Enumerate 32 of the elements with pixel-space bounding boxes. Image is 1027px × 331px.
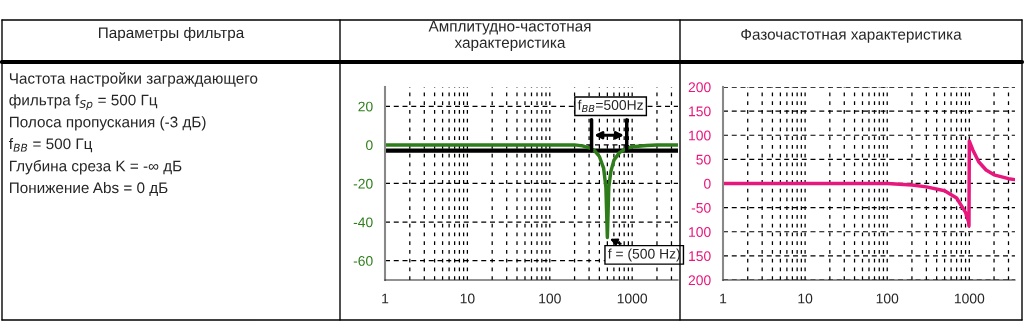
x-tick-label: 1 <box>720 293 727 304</box>
text: Параметры фильтра <box>99 26 245 42</box>
text: Глубина среза K = -∞ дБ <box>10 160 182 175</box>
text: фильтра f$_{Sp}$ = 500 Гц <box>9 94 158 111</box>
y-tick-label: 0 <box>366 140 373 151</box>
text: Понижение Abs = 0 дБ <box>9 181 168 197</box>
annotation: f$_{BB}$=500Hz <box>577 99 643 113</box>
y-tick-label: 150 <box>689 106 711 117</box>
x-tick-label: 1 <box>382 293 389 304</box>
y-tick-label: 0 <box>704 178 711 189</box>
y-tick-label: 50 <box>696 154 711 165</box>
y-tick-label: 20 <box>358 101 373 112</box>
text: Полоса пропускания (-3 дБ) <box>9 116 206 131</box>
y-tick-label: 100 <box>689 130 711 141</box>
y-tick-label: 200 <box>688 275 711 286</box>
chart-title: Амплитудно-частотная характеристика <box>428 20 591 52</box>
y-tick-label: -40 <box>353 217 373 228</box>
y-tick-label: -60 <box>353 256 373 266</box>
y-tick-label: 100 <box>689 227 711 237</box>
x-tick-label: 10 <box>798 293 813 304</box>
x-tick-label: 1000 <box>954 293 985 304</box>
text: Частота настройки заграждающего <box>9 72 258 87</box>
x-tick-label: 100 <box>876 293 899 304</box>
text: f$_{BB}$ = 500 Гц <box>8 138 93 153</box>
y-tick-label: 200 <box>688 82 711 93</box>
x-tick-label: 10 <box>460 293 475 304</box>
chart-title: Фазочастотная характеристика <box>741 29 962 43</box>
x-tick-label: 100 <box>539 293 561 304</box>
y-tick-label: -20 <box>353 178 373 189</box>
y-tick-label: -50 <box>691 202 711 213</box>
y-tick-label: 150 <box>689 251 711 262</box>
x-tick-label: 1000 <box>617 293 648 304</box>
